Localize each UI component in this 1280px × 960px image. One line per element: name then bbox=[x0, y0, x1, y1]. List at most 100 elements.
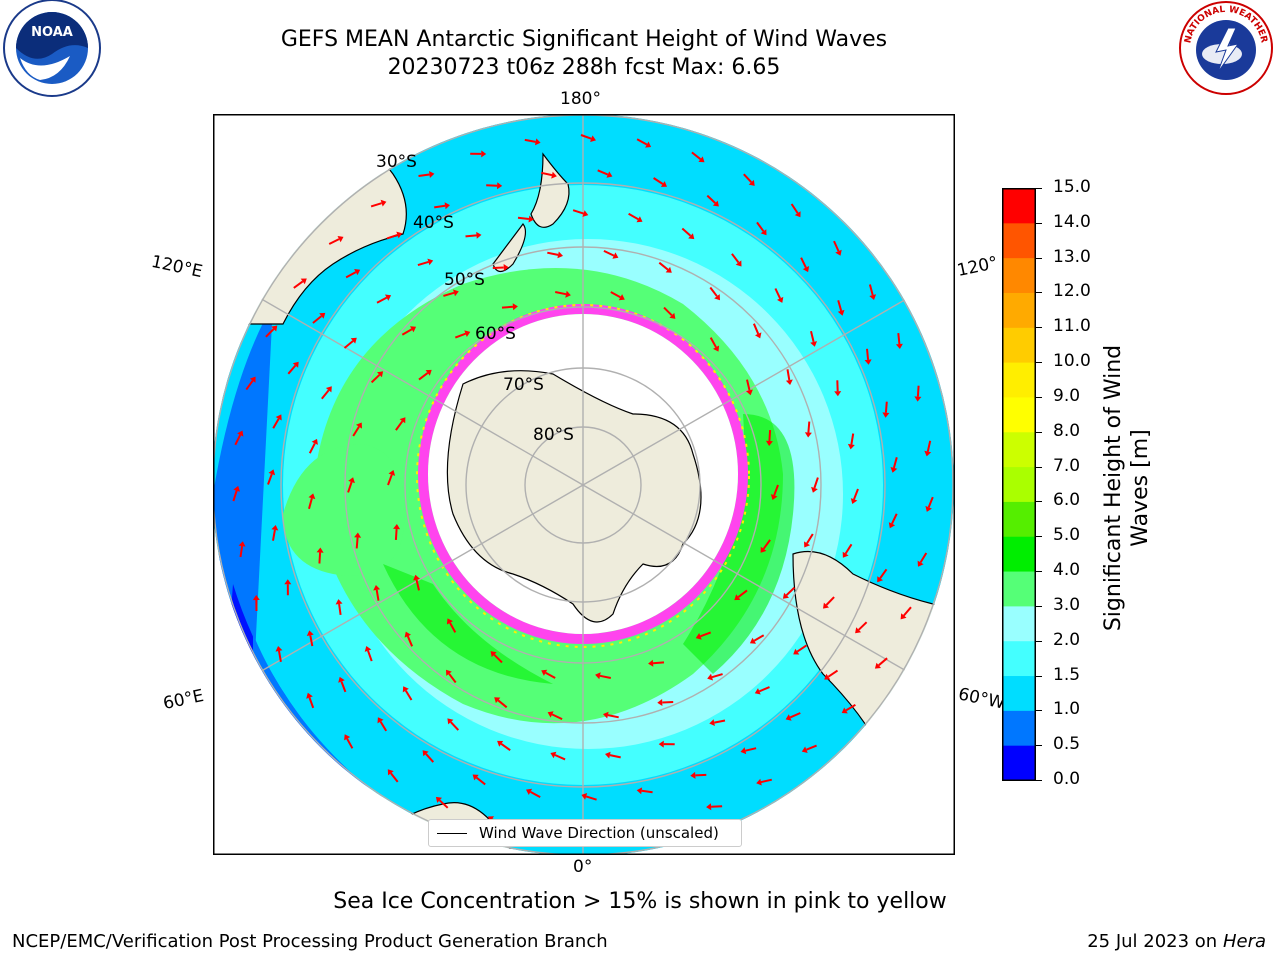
wind-wave-arrow-shaft bbox=[609, 754, 621, 759]
wind-wave-arrow-head bbox=[377, 371, 384, 378]
wind-wave-arrow-shaft bbox=[318, 552, 322, 564]
colorbar-tick-label: 15.0 bbox=[1053, 177, 1091, 197]
wind-wave-arrow-shaft bbox=[308, 442, 316, 454]
wind-wave-arrow-head bbox=[765, 440, 773, 446]
wind-wave-arrow-head bbox=[275, 414, 282, 421]
wind-wave-arrow-shaft bbox=[919, 552, 928, 563]
wind-wave-arrow-shaft bbox=[827, 669, 839, 678]
wind-wave-arrow-head bbox=[605, 751, 611, 759]
wind-wave-arrow-shaft bbox=[425, 753, 435, 763]
wind-wave-arrow-head bbox=[869, 294, 877, 300]
wave-band-4-west bbox=[383, 564, 553, 684]
colorbar-tick-mark bbox=[1036, 571, 1042, 573]
lat-label-50s: 50°S bbox=[444, 270, 485, 290]
wind-wave-arrow-head bbox=[446, 618, 453, 625]
wind-wave-arrow-head bbox=[804, 432, 812, 438]
lat-label-30s: 30°S bbox=[376, 152, 417, 172]
wind-wave-arrow-shaft bbox=[641, 789, 653, 794]
wind-wave-arrow-head bbox=[695, 633, 702, 640]
wind-wave-arrow-shaft bbox=[390, 772, 399, 783]
wind-wave-arrow-shaft bbox=[272, 529, 276, 541]
wind-wave-arrow-head bbox=[748, 179, 755, 186]
wind-wave-arrow-shaft bbox=[475, 776, 486, 786]
wind-wave-arrow-shaft bbox=[379, 720, 388, 732]
wind-wave-arrow-shaft bbox=[607, 714, 619, 719]
wind-wave-arrow-shaft bbox=[927, 496, 934, 508]
wind-wave-arrow-head bbox=[284, 579, 292, 585]
colorbar-tick-label: 0.0 bbox=[1053, 769, 1081, 789]
wind-wave-arrow-shaft bbox=[833, 240, 840, 252]
wind-wave-arrow-head bbox=[503, 264, 509, 271]
colorbar-tick-mark bbox=[1036, 292, 1042, 294]
wind-wave-arrow-head bbox=[669, 312, 676, 319]
wind-wave-arrow-shaft bbox=[547, 251, 559, 256]
colorbar-segment bbox=[1002, 466, 1036, 502]
wind-wave-arrow-shaft bbox=[352, 426, 360, 437]
wind-wave-arrow-head bbox=[547, 711, 554, 718]
wind-wave-arrow-shaft bbox=[597, 169, 609, 176]
wind-wave-arrow-shaft bbox=[731, 253, 740, 264]
chart-title: GEFS MEAN Antarctic Significant Height o… bbox=[280, 27, 888, 52]
wind-wave-arrow-head bbox=[238, 541, 246, 547]
wind-wave-arrow-head bbox=[850, 498, 858, 504]
wind-wave-arrow-head bbox=[396, 231, 403, 239]
wind-wave-arrow-shaft bbox=[745, 747, 757, 752]
wind-wave-arrow-head bbox=[760, 546, 767, 553]
wind-wave-arrow-shaft bbox=[879, 568, 888, 579]
wind-wave-arrow-head bbox=[490, 651, 497, 658]
wind-wave-arrow-shaft bbox=[308, 497, 313, 510]
wind-wave-arrow-head bbox=[864, 359, 872, 365]
wind-wave-arrow-head bbox=[713, 345, 720, 352]
wind-wave-arrow-shaft bbox=[706, 194, 716, 204]
wind-wave-arrow-shaft bbox=[551, 713, 563, 721]
footer-date-text: 25 Jul 2023 on bbox=[1087, 931, 1223, 952]
colorbar-tick-label: 1.0 bbox=[1053, 699, 1081, 720]
wind-wave-arrow-head bbox=[237, 430, 244, 437]
wind-wave-arrow-head bbox=[354, 269, 361, 276]
polar-map bbox=[213, 114, 955, 855]
wind-wave-arrow-shaft bbox=[762, 539, 771, 550]
wind-wave-arrow-head bbox=[657, 699, 663, 706]
wind-wave-arrow-shaft bbox=[517, 216, 530, 220]
lat-label-40s: 40°S bbox=[413, 213, 454, 233]
wind-wave-arrow-head bbox=[565, 290, 571, 298]
colorbar-tick-mark bbox=[1036, 396, 1042, 398]
wind-wave-arrow-head bbox=[924, 450, 932, 457]
colorbar-tick-mark bbox=[1036, 745, 1042, 747]
wind-wave-arrow-shaft bbox=[530, 791, 541, 798]
colorbar-tick-mark bbox=[1036, 710, 1042, 712]
wind-wave-arrow-shaft bbox=[850, 433, 855, 445]
wind-wave-arrow-head bbox=[698, 156, 705, 163]
colorbar-segment bbox=[1002, 710, 1036, 746]
wind-wave-arrow-head bbox=[271, 525, 279, 531]
wind-wave-arrow-head bbox=[306, 630, 314, 636]
wind-wave-arrow-shaft bbox=[375, 589, 380, 601]
wind-wave-arrow-shaft bbox=[497, 699, 508, 709]
wind-wave-arrow-shaft bbox=[293, 280, 304, 289]
lon-label-180: 180° bbox=[560, 89, 601, 109]
wind-wave-arrow-head bbox=[268, 469, 276, 476]
wind-wave-arrow-shaft bbox=[760, 778, 773, 784]
wind-wave-arrow-head bbox=[746, 389, 753, 396]
colorbar-tick-label: 1.5 bbox=[1053, 664, 1081, 685]
footer-host: Hera bbox=[1222, 931, 1266, 952]
colorbar-tick-mark bbox=[1036, 431, 1042, 433]
colorbar-tick-label: 11.0 bbox=[1053, 316, 1091, 337]
noaa-logo-text: NOAA bbox=[31, 25, 73, 40]
wind-wave-arrow-shaft bbox=[454, 332, 466, 339]
colorbar-tick-mark bbox=[1036, 501, 1042, 503]
colorbar-tick-mark bbox=[1036, 327, 1042, 329]
wind-wave-arrow-head bbox=[377, 717, 384, 724]
wind-wave-arrow-head bbox=[793, 648, 800, 655]
colorbar-tick-label: 3.0 bbox=[1053, 594, 1081, 615]
wind-wave-arrow-shaft bbox=[545, 671, 556, 679]
wind-wave-arrow-shaft bbox=[343, 340, 354, 349]
wind-wave-arrow-shaft bbox=[401, 328, 413, 336]
wind-wave-arrow-head bbox=[890, 467, 898, 473]
wind-wave-arrow-head bbox=[402, 686, 409, 693]
lat-label-60s: 60°S bbox=[475, 324, 516, 344]
wind-wave-arrow-shaft bbox=[450, 721, 460, 731]
longitude-grid bbox=[213, 114, 954, 855]
wind-wave-arrow-head bbox=[464, 330, 471, 337]
wind-wave-arrow-head bbox=[435, 796, 442, 803]
